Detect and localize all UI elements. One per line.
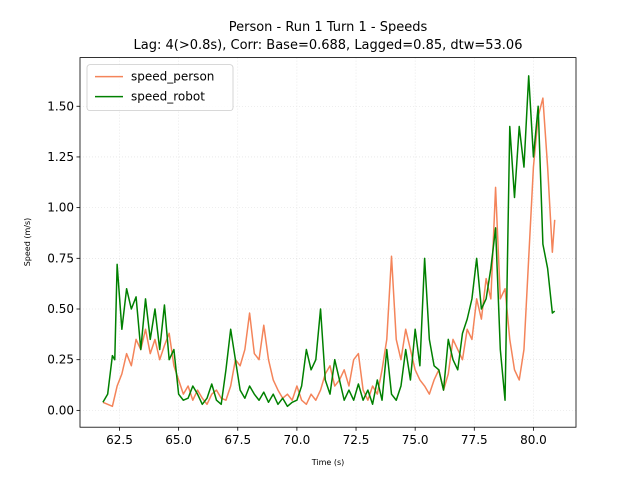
y-tick-label: 0.25 bbox=[47, 353, 74, 367]
x-tick-label: 65.0 bbox=[165, 433, 192, 447]
chart-title: Person - Run 1 Turn 1 - Speeds bbox=[229, 20, 428, 35]
y-tick-label: 0.00 bbox=[47, 403, 74, 417]
y-tick-label: 1.25 bbox=[47, 150, 74, 164]
y-tick-label: 0.50 bbox=[47, 302, 74, 316]
y-tick-label: 1.50 bbox=[47, 99, 74, 113]
y-tick-label: 0.75 bbox=[47, 251, 74, 265]
x-tick-label: 70.0 bbox=[284, 433, 311, 447]
x-axis-label: Time (s) bbox=[311, 458, 345, 467]
x-tick-label: 77.5 bbox=[461, 433, 488, 447]
chart-subtitle: Lag: 4(>0.8s), Corr: Base=0.688, Lagged=… bbox=[134, 38, 523, 53]
legend-box bbox=[86, 64, 234, 111]
plot-frame bbox=[79, 57, 577, 428]
x-tick-label: 72.5 bbox=[343, 433, 370, 447]
legend-label: speed_person bbox=[131, 70, 214, 84]
legend-label: speed_robot bbox=[131, 90, 205, 104]
data-line bbox=[102, 75, 556, 408]
y-tick-label: 1.00 bbox=[47, 201, 74, 215]
y-axis-label: Speed (m/s) bbox=[23, 218, 32, 267]
x-tick-label: 67.5 bbox=[224, 433, 251, 447]
x-tick-label: 80.0 bbox=[520, 433, 547, 447]
x-tick-label: 62.5 bbox=[106, 433, 133, 447]
x-tick-label: 75.0 bbox=[402, 433, 429, 447]
data-line bbox=[102, 97, 556, 408]
